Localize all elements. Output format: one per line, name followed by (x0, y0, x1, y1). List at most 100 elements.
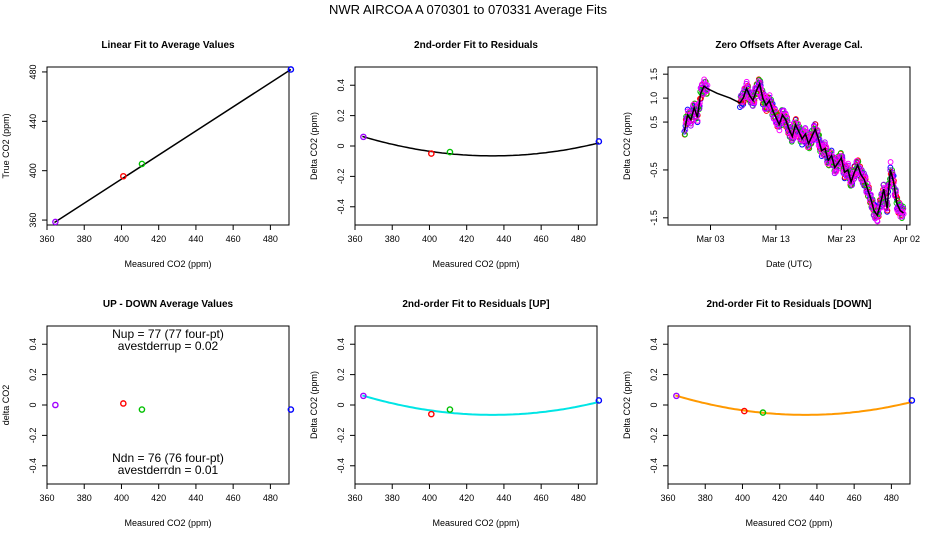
y-axis-label: Delta CO2 (ppm) (309, 371, 319, 439)
x-tick-label: 400 (114, 234, 129, 244)
chart-title: Zero Offsets After Average Cal. (715, 40, 862, 51)
plot-frame (354, 325, 598, 485)
y-tick-label: 0.2 (336, 109, 346, 122)
y-tick-label: -0.2 (28, 428, 38, 444)
chart-title: 2nd-order Fit to Residuals [DOWN] (707, 299, 872, 310)
chart-title: Linear Fit to Average Values (101, 40, 235, 51)
series-point (783, 111, 789, 118)
x-tick-label: 360 (347, 493, 362, 503)
y-tick-label: 1.5 (649, 68, 659, 81)
x-tick-label: 420 (459, 234, 474, 244)
chart-panel-p6: 2nd-order Fit to Residuals [DOWN] Measure… (622, 299, 916, 528)
data-point (595, 138, 603, 145)
x-tick-label: Apr 02 (893, 234, 920, 244)
series-point (766, 92, 773, 99)
x-tick-label: 380 (698, 493, 713, 503)
series-point (811, 123, 818, 130)
x-tick-label: 360 (347, 234, 362, 244)
x-tick-label: 460 (534, 234, 549, 244)
y-tick-label: 0.2 (649, 368, 659, 381)
x-axis-label: Measured CO2 (ppm) (124, 518, 211, 528)
x-tick-label: 480 (884, 493, 899, 503)
y-tick-label: -0.4 (28, 458, 38, 474)
plot-frame (667, 66, 911, 226)
series-point (802, 126, 809, 133)
x-tick-label: 400 (114, 493, 129, 503)
series-point (776, 127, 783, 134)
chart-panel-p5: 2nd-order Fit to Residuals [UP] Measured … (309, 299, 603, 528)
data-point (428, 150, 435, 157)
x-tick-label: 480 (263, 234, 278, 244)
x-tick-label: Mar 03 (697, 234, 725, 244)
series-point (845, 160, 851, 167)
x-tick-label: 400 (735, 493, 750, 503)
y-tick-label: 400 (28, 163, 38, 178)
series-point (823, 144, 830, 150)
x-tick-label: 440 (188, 234, 203, 244)
series-point (834, 154, 841, 161)
annotation-ndn: Ndn = 76 (76 four-pt) (112, 451, 224, 465)
series-point (690, 101, 697, 108)
y-tick-label: 0.5 (649, 116, 659, 129)
y-tick-label: -0.4 (336, 458, 346, 474)
fit-curve (362, 135, 600, 157)
y-tick-label: 0 (28, 402, 38, 407)
x-tick-label: Mar 13 (762, 234, 790, 244)
data-point (673, 392, 680, 400)
y-axis-label: delta CO2 (1, 385, 11, 426)
annotation-nup: Nup = 77 (77 four-pt) (112, 327, 224, 341)
plot-frame (667, 325, 911, 485)
y-tick-label: 360 (28, 213, 38, 228)
series-point (874, 218, 881, 225)
chart-panel-p3: Zero Offsets After Average Cal. Date (UTC… (622, 40, 920, 269)
page-title: NWR AIRCOA A 070301 to 070331 Average Fi… (329, 2, 607, 17)
x-tick-label: 440 (188, 493, 203, 503)
chart-panel-p4: UP - DOWN Average Values Measured CO2 (pp… (1, 299, 295, 528)
series-point (704, 82, 711, 89)
series-point (900, 210, 907, 217)
x-tick-label: 380 (77, 493, 92, 503)
fit-curve (362, 394, 600, 416)
x-tick-label: 400 (422, 493, 437, 503)
series-point (853, 158, 860, 164)
data-point (52, 218, 59, 226)
annotation-avestderrup: avestderrup = 0.02 (118, 339, 219, 353)
y-tick-label: -0.4 (649, 458, 659, 474)
data-point (120, 400, 127, 407)
data-point (360, 392, 367, 400)
y-tick-label: 0.2 (28, 368, 38, 381)
x-tick-label: 460 (534, 493, 549, 503)
y-tick-label: 480 (28, 64, 38, 79)
y-tick-label: 0.4 (336, 338, 346, 351)
chart-title: 2nd-order Fit to Residuals (414, 40, 538, 51)
y-axis-label: Delta CO2 (ppm) (309, 112, 319, 180)
y-tick-label: 0.4 (28, 338, 38, 351)
series-point (887, 159, 894, 165)
data-point (446, 406, 454, 413)
x-axis-label: Measured CO2 (ppm) (124, 259, 211, 269)
x-tick-label: 360 (660, 493, 675, 503)
series-point (743, 78, 750, 85)
x-tick-label: 460 (226, 493, 241, 503)
x-tick-label: 480 (263, 493, 278, 503)
chart-title: UP - DOWN Average Values (103, 299, 234, 310)
plot-frame (46, 66, 290, 226)
y-axis-label: Delta CO2 (ppm) (622, 371, 632, 439)
y-tick-label: 1.0 (649, 92, 659, 105)
x-tick-label: 360 (39, 234, 54, 244)
x-axis-label: Measured CO2 (ppm) (432, 259, 519, 269)
y-tick-label: -0.2 (336, 169, 346, 185)
data-point (595, 397, 603, 404)
x-tick-label: Mar 23 (827, 234, 855, 244)
x-axis-label: Date (UTC) (766, 259, 812, 269)
y-tick-label: -1.5 (649, 210, 659, 226)
series-point (803, 129, 810, 135)
x-tick-label: 440 (496, 234, 511, 244)
x-tick-label: 380 (385, 493, 400, 503)
chart-panel-p1: Linear Fit to Average Values Measured CO2… (1, 40, 295, 269)
annotation-avestderrdn: avestderrdn = 0.01 (118, 463, 219, 477)
x-tick-label: 440 (809, 493, 824, 503)
x-tick-label: 440 (496, 493, 511, 503)
x-tick-label: 480 (571, 493, 586, 503)
